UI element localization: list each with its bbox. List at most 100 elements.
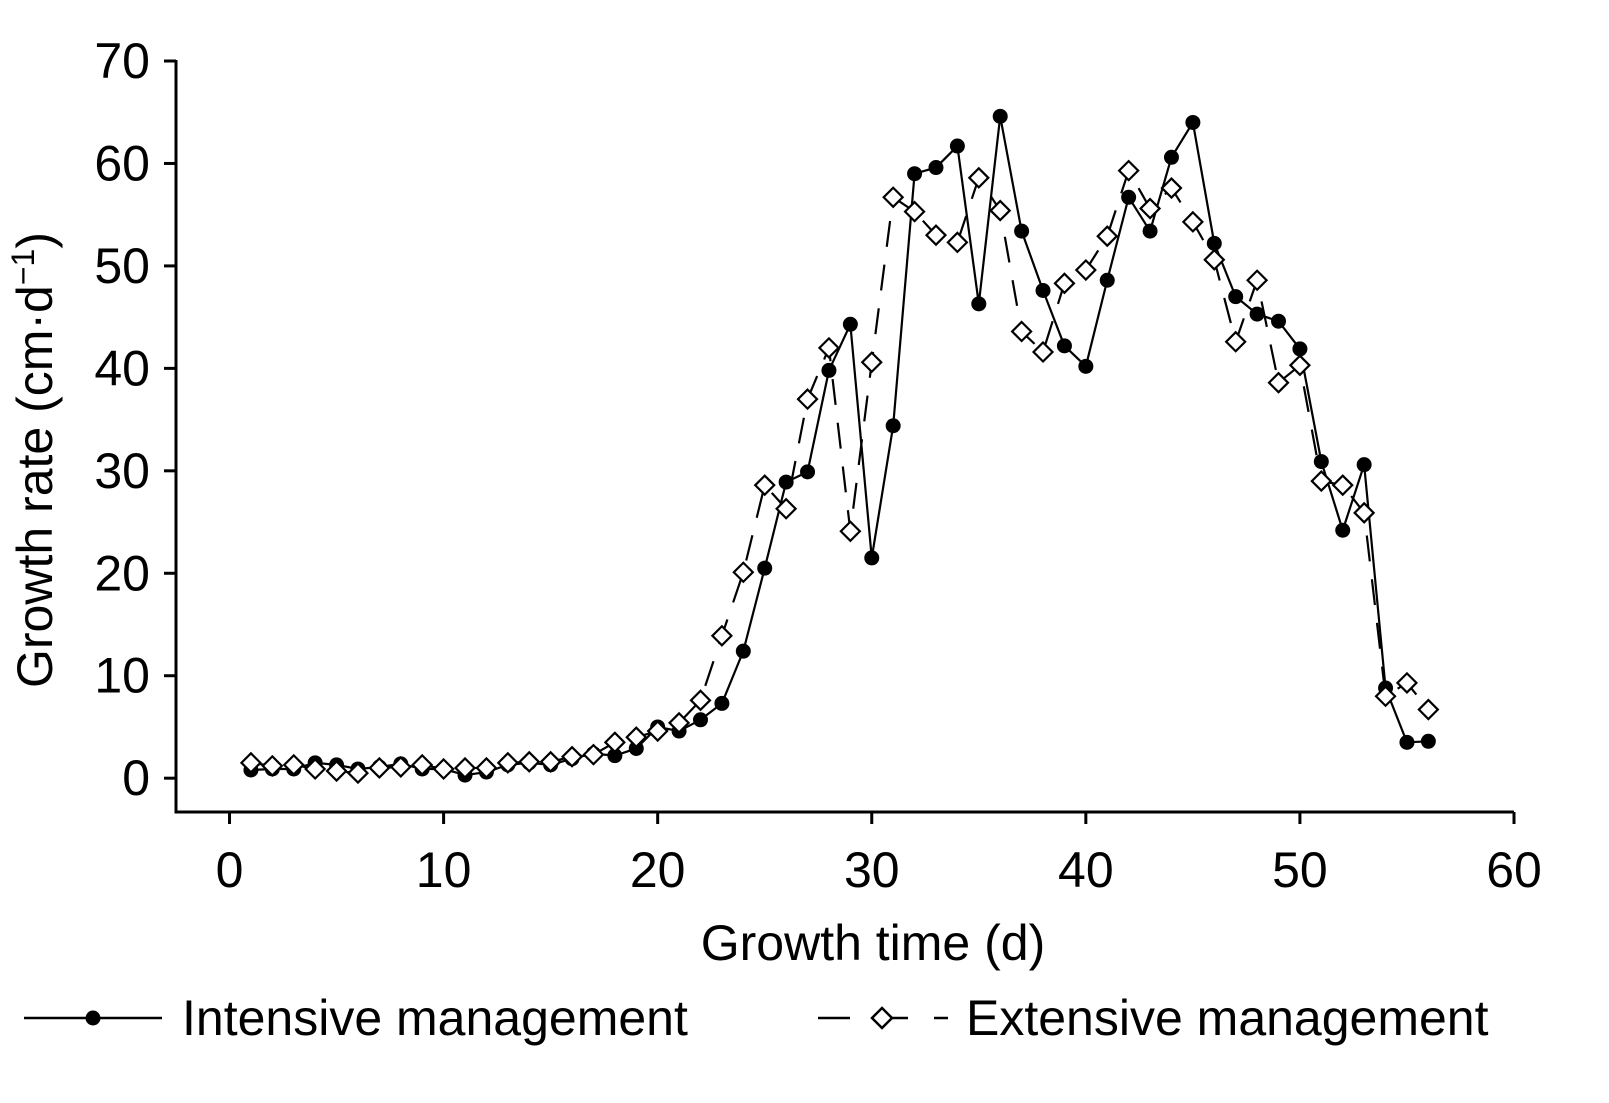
extensive-point (1353, 501, 1376, 524)
ticks-layer: 0 10 20 30 40 50 60 0 10 20 30 40 50 60 70 (94, 33, 1541, 898)
extensive-series-line (250, 169, 1430, 775)
extensive-point (432, 757, 455, 781)
x-tick-label: 60 (1486, 842, 1542, 898)
intensive-point (1335, 522, 1351, 538)
extensive-point (475, 756, 498, 779)
y-axis-label-main: Growth rate (cm·d (7, 285, 63, 688)
extensive-point (882, 186, 905, 209)
x-axis-label: Growth time (d) (701, 915, 1046, 971)
x-tick-label: 10 (416, 842, 472, 898)
extensive-point (518, 750, 541, 773)
intensive-point (628, 740, 644, 756)
y-tick-label: 50 (94, 238, 150, 294)
extensive-point (1139, 197, 1162, 220)
extensive-point (239, 751, 262, 774)
y-axis-label-close: ) (7, 232, 63, 249)
intensive-point (1163, 149, 1179, 165)
extensive-point (1288, 354, 1311, 377)
x-tick-label: 30 (844, 842, 900, 898)
y-axis-label-superscript: −1 (5, 249, 41, 285)
legend-intensive-marker (85, 1010, 101, 1026)
legend-intensive-label: Intensive management (182, 990, 688, 1046)
extensive-point (1246, 269, 1269, 292)
extensive-point (689, 689, 712, 712)
intensive-point (1228, 289, 1244, 305)
extensive-point (304, 757, 327, 781)
extensive-point (1395, 671, 1419, 694)
intensive-point (907, 166, 923, 182)
intensive-point (1056, 338, 1072, 354)
extensive-point (1224, 330, 1247, 353)
extensive-point (411, 753, 434, 776)
intensive-point (1035, 283, 1051, 299)
extensive-point (989, 199, 1012, 222)
intensive-point (949, 138, 965, 154)
legend-extensive-label: Extensive management (966, 990, 1489, 1046)
extensive-point (710, 624, 733, 647)
y-tick-label: 70 (94, 33, 150, 89)
extensive-point (1160, 176, 1183, 200)
extensive-point (582, 743, 605, 766)
y-tick-label: 60 (94, 135, 150, 191)
extensive-point (668, 711, 691, 734)
intensive-point (971, 296, 987, 312)
extensive-point (368, 756, 391, 779)
extensive-point (1010, 320, 1033, 343)
extensive-point (346, 762, 370, 785)
extensive-point (946, 231, 969, 254)
extensive-point (1374, 685, 1397, 708)
extensive-point (732, 561, 755, 584)
series-layer (239, 108, 1440, 785)
intensive-point (864, 550, 880, 566)
extensive-point (625, 726, 648, 749)
intensive-point (992, 108, 1008, 124)
intensive-point (607, 748, 623, 764)
y-tick-label: 40 (94, 340, 150, 396)
extensive-point (1331, 474, 1354, 497)
intensive-point (885, 418, 901, 434)
intensive-point (821, 362, 837, 378)
intensive-point (842, 316, 858, 332)
extensive-point (1181, 210, 1204, 233)
extensive-point (1031, 340, 1055, 364)
extensive-point (817, 336, 840, 359)
extensive-point (325, 759, 348, 783)
intensive-point (1420, 733, 1436, 749)
extensive-point (775, 497, 798, 520)
extensive-point (860, 351, 883, 374)
y-tick-label: 0 (122, 750, 150, 806)
extensive-point (967, 166, 990, 189)
extensive-point (1310, 470, 1333, 493)
extensive-point (646, 720, 669, 743)
extensive-point (1417, 698, 1440, 721)
extensive-point (1096, 225, 1119, 248)
x-tick-label: 0 (216, 842, 244, 898)
y-axis-label: Growth rate (cm·d−1) (5, 232, 63, 688)
extensive-point (753, 474, 776, 497)
extensive-point (453, 756, 477, 779)
extensive-point (496, 751, 519, 774)
intensive-point (1142, 223, 1158, 239)
intensive-point (1121, 189, 1137, 205)
extensive-point (560, 745, 584, 768)
intensive-point (1014, 223, 1030, 239)
extensive-point (796, 388, 819, 411)
extensive-point (1203, 248, 1226, 271)
extensive-point (282, 753, 305, 776)
axes-layer (174, 60, 1514, 814)
extensive-point (924, 224, 948, 247)
extensive-series (239, 159, 1440, 785)
x-tick-label: 20 (630, 842, 686, 898)
intensive-point (1399, 734, 1415, 750)
intensive-point (714, 695, 730, 711)
legend: Intensive management Extensive managemen… (24, 990, 1489, 1046)
extensive-point (389, 755, 412, 778)
extensive-point (839, 520, 862, 543)
y-tick-label: 20 (94, 545, 150, 601)
extensive-point (903, 200, 926, 223)
intensive-point (1206, 235, 1222, 251)
intensive-point (757, 560, 773, 576)
extensive-point (1267, 371, 1290, 394)
intensive-point (1249, 306, 1265, 322)
